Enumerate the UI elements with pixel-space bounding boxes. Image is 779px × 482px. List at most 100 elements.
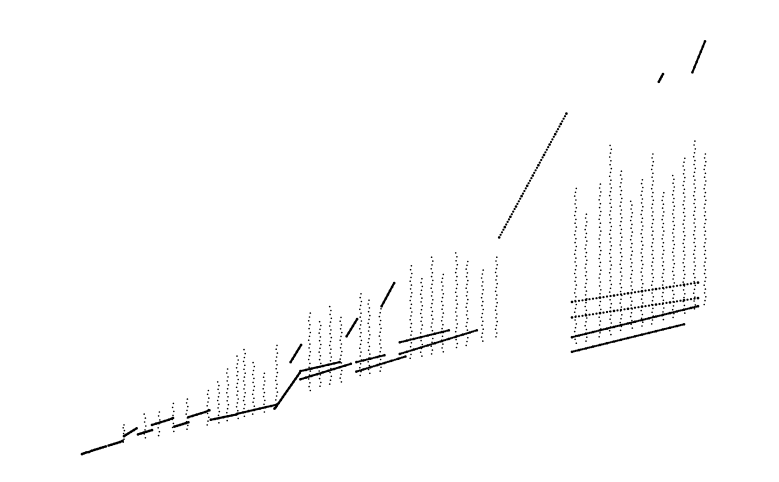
data-point (308, 385, 310, 388)
data-point (595, 330, 598, 333)
data-point (652, 288, 654, 290)
data-point (496, 313, 498, 315)
data-point (651, 203, 654, 205)
data-point (236, 394, 238, 396)
data-point (663, 313, 666, 316)
data-point (456, 263, 459, 266)
data-point (665, 301, 668, 304)
data-point (619, 174, 622, 176)
data-point (619, 338, 623, 342)
data-point (684, 293, 686, 295)
data-point (421, 277, 423, 280)
data-point (226, 400, 228, 402)
data-point (157, 427, 159, 429)
data-point (574, 338, 576, 341)
data-point (573, 330, 576, 333)
data-point (616, 324, 619, 328)
data-point (466, 283, 468, 286)
data-point (441, 296, 444, 299)
data-point (328, 344, 331, 347)
data-point (670, 311, 673, 314)
data-point (662, 195, 664, 198)
data-point (465, 344, 468, 347)
data-point (670, 326, 673, 329)
data-point (605, 310, 609, 314)
data-point (641, 306, 643, 308)
data-point (263, 384, 265, 386)
data-point (586, 240, 588, 242)
data-point (591, 313, 595, 316)
data-point (237, 370, 239, 373)
data-point (641, 325, 643, 327)
data-point (187, 405, 189, 408)
data-point (419, 312, 422, 315)
data-point (410, 284, 413, 286)
data-point (608, 329, 611, 332)
data-point (150, 428, 154, 432)
data-point (410, 315, 412, 317)
data-point (641, 209, 643, 212)
data-point (586, 346, 589, 349)
data-point (598, 187, 601, 189)
data-point (652, 180, 655, 182)
data-point (693, 163, 695, 166)
data-point (275, 356, 278, 358)
data-point (359, 316, 362, 318)
data-point (679, 309, 682, 312)
data-point (400, 356, 403, 359)
data-point (575, 323, 578, 325)
data-point (467, 317, 469, 320)
data-point (610, 283, 613, 286)
data-point (329, 321, 332, 323)
data-point (585, 309, 588, 312)
data-point (642, 321, 644, 324)
data-point (426, 334, 430, 337)
data-point (481, 285, 483, 287)
data-point (671, 308, 674, 311)
data-point (454, 311, 457, 313)
data-point (552, 135, 555, 138)
data-point (652, 199, 655, 202)
data-point (500, 231, 504, 234)
data-point (307, 378, 310, 380)
data-point (455, 327, 458, 329)
data-point (421, 305, 424, 307)
data-point (409, 280, 412, 283)
data-point (616, 339, 619, 342)
data-point (558, 125, 561, 128)
data-point (481, 304, 483, 307)
data-point (420, 308, 423, 311)
data-point (368, 299, 370, 302)
data-point (620, 317, 622, 320)
data-point (187, 424, 189, 427)
data-point (442, 339, 445, 342)
data-point (171, 426, 174, 429)
data-point (609, 241, 611, 243)
data-point (584, 255, 587, 258)
data-point (455, 267, 458, 270)
data-point (338, 360, 341, 364)
data-point (704, 288, 707, 290)
data-point (496, 301, 499, 304)
data-point (237, 359, 239, 361)
data-point (421, 285, 424, 288)
data-point (661, 238, 663, 240)
data-point (640, 279, 643, 281)
data-point (379, 362, 381, 365)
data-point (585, 282, 587, 285)
data-point (608, 156, 611, 158)
data-point (663, 327, 666, 331)
data-point (565, 112, 568, 115)
data-point (482, 320, 484, 323)
data-point (599, 222, 602, 224)
data-point (591, 345, 595, 348)
data-point (619, 251, 622, 254)
data-point (620, 189, 623, 192)
data-point (574, 288, 577, 290)
data-point (619, 213, 622, 215)
data-point (481, 293, 484, 295)
data-point (440, 320, 443, 322)
data-point (185, 420, 188, 423)
data-point (654, 303, 658, 306)
data-point (482, 281, 484, 283)
